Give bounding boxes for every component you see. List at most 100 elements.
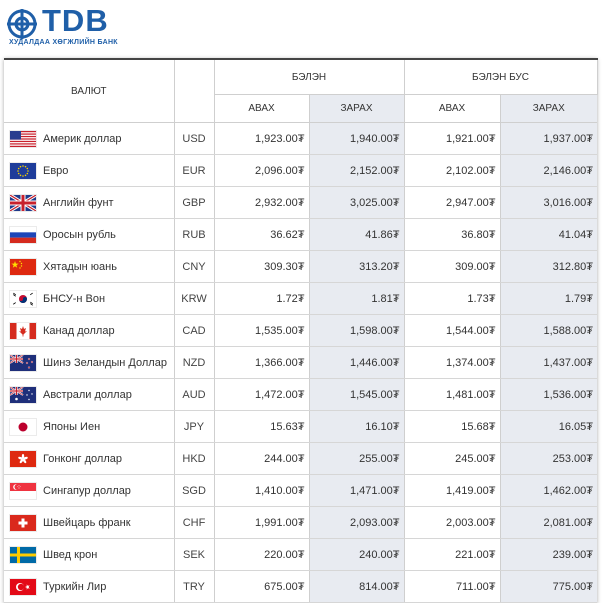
currency-name-cell: Австрали доллар <box>4 378 175 411</box>
cash-buy-rate: 309.30₮ <box>214 250 310 283</box>
currency-name-cell: Евро <box>4 154 175 187</box>
turkey-flag-icon <box>10 578 36 595</box>
australia-flag-icon <box>10 386 36 403</box>
currency-name: Японы Иен <box>43 420 101 433</box>
noncash-buy-rate: 36.80₮ <box>404 218 501 251</box>
sweden-flag-icon <box>10 546 36 563</box>
rate-row-hkd: Гонконг доллар HKD 244.00₮ 255.00₮ 245.00₮ 25… <box>4 442 597 475</box>
cash-buy-rate: 1.72₮ <box>214 282 310 315</box>
currency-name-cell: Английн фунт <box>4 186 175 219</box>
currency-code: TRY <box>174 570 215 603</box>
rate-row-sgd: Сингапур доллар SGD 1,410.00₮ 1,471.00₮ 1,41… <box>4 474 597 507</box>
noncash-sell-rate: 1,437.00₮ <box>500 346 597 379</box>
cash-sell-rate: 255.00₮ <box>309 442 405 475</box>
currency-name: Шинэ Зеландын Доллар <box>43 356 167 369</box>
currency-name: Швед крон <box>43 548 98 561</box>
noncash-buy-rate: 1,481.00₮ <box>404 378 501 411</box>
currency-name: Гонконг доллар <box>43 452 122 465</box>
noncash-sell-rate: 1,588.00₮ <box>500 314 597 347</box>
currency-code: GBP <box>174 186 215 219</box>
noncash-buy-rate: 221.00₮ <box>404 538 501 571</box>
currency-name: Оросын рубль <box>43 228 116 241</box>
cash-buy-rate: 675.00₮ <box>214 570 310 603</box>
currency-code: CHF <box>174 506 215 539</box>
cash-sell-rate: 814.00₮ <box>309 570 405 603</box>
currency-code: SEK <box>174 538 215 571</box>
noncash-sell-rate: 239.00₮ <box>500 538 597 571</box>
currency-code: USD <box>174 122 215 155</box>
currency-name-cell: Хятадын юань <box>4 250 175 283</box>
noncash-group-header: БЭЛЭН БУС <box>404 58 598 96</box>
usa-flag-icon <box>10 130 36 147</box>
currency-name-cell: Гонконг доллар <box>4 442 175 475</box>
hongkong-flag-icon <box>10 450 36 467</box>
cash-sell-rate: 16.10₮ <box>309 410 405 443</box>
cash-buy-rate: 15.63₮ <box>214 410 310 443</box>
currency-code: EUR <box>174 154 215 187</box>
currency-code: RUB <box>174 218 215 251</box>
noncash-sell-rate: 253.00₮ <box>500 442 597 475</box>
noncash-buy-rate: 2,947.00₮ <box>404 186 501 219</box>
cash-buy-header: АВАХ <box>214 94 310 123</box>
switzerland-flag-icon <box>10 514 36 531</box>
cash-sell-rate: 1,940.00₮ <box>309 122 405 155</box>
cash-buy-rate: 1,991.00₮ <box>214 506 310 539</box>
bank-logo[interactable]: TDB ХУДАЛДАА ХӨГЖЛИЙН БАНК <box>6 3 146 50</box>
currency-code: AUD <box>174 378 215 411</box>
currency-column-header: ВАЛЮТ <box>4 58 175 123</box>
cash-buy-rate: 244.00₮ <box>214 442 310 475</box>
cash-sell-rate: 1,471.00₮ <box>309 474 405 507</box>
cash-buy-rate: 1,923.00₮ <box>214 122 310 155</box>
currency-name: Америк доллар <box>43 132 122 145</box>
canada-flag-icon <box>10 322 36 339</box>
currency-name-cell: Америк доллар <box>4 122 175 155</box>
noncash-sell-rate: 16.05₮ <box>500 410 597 443</box>
noncash-buy-rate: 1,544.00₮ <box>404 314 501 347</box>
currency-name-cell: Шинэ Зеландын Доллар <box>4 346 175 379</box>
currency-code: SGD <box>174 474 215 507</box>
currency-name-cell: Туркийн Лир <box>4 570 175 603</box>
currency-name: Английн фунт <box>43 196 114 209</box>
noncash-buy-header: АВАХ <box>404 94 501 123</box>
noncash-buy-rate: 1,921.00₮ <box>404 122 501 155</box>
cash-sell-rate: 1,545.00₮ <box>309 378 405 411</box>
noncash-sell-rate: 312.80₮ <box>500 250 597 283</box>
noncash-buy-rate: 2,102.00₮ <box>404 154 501 187</box>
rate-row-rub: Оросын рубль RUB 36.62₮ 41.86₮ 36.80₮ 41.04₮ <box>4 218 597 251</box>
currency-code: KRW <box>174 282 215 315</box>
rate-row-eur: Евро EUR 2,096.00₮ 2,152.00₮ 2,102.00₮ 2,146.… <box>4 154 597 187</box>
rate-row-sek: Швед крон SEK 220.00₮ 240.00₮ 221.00₮ 239.00₮ <box>4 538 597 571</box>
tdb-logo-icon <box>7 9 37 39</box>
cash-sell-rate: 240.00₮ <box>309 538 405 571</box>
russia-flag-icon <box>10 226 36 243</box>
japan-flag-icon <box>10 418 36 435</box>
cash-buy-rate: 220.00₮ <box>214 538 310 571</box>
noncash-buy-rate: 1,419.00₮ <box>404 474 501 507</box>
cash-sell-rate: 1.81₮ <box>309 282 405 315</box>
currency-name: Швейцарь франк <box>43 516 131 529</box>
noncash-sell-rate: 1,937.00₮ <box>500 122 597 155</box>
noncash-buy-rate: 1.73₮ <box>404 282 501 315</box>
noncash-sell-rate: 3,016.00₮ <box>500 186 597 219</box>
korea-flag-icon <box>10 290 36 307</box>
cash-sell-rate: 313.20₮ <box>309 250 405 283</box>
rate-row-gbp: Английн фунт GBP 2,932.00₮ 3,025.00₮ 2,947.0… <box>4 186 597 219</box>
noncash-buy-rate: 15.68₮ <box>404 410 501 443</box>
currency-name: Канад доллар <box>43 324 115 337</box>
singapore-flag-icon <box>10 482 36 499</box>
rate-row-cny: Хятадын юань CNY 309.30₮ 313.20₮ 309.00₮ 312.… <box>4 250 597 283</box>
eu-flag-icon <box>10 162 36 179</box>
rate-row-try: Туркийн Лир TRY 675.00₮ 814.00₮ 711.00₮ 775.0… <box>4 570 597 603</box>
cash-sell-rate: 2,093.00₮ <box>309 506 405 539</box>
currency-name: БНСУ-н Вон <box>43 292 106 305</box>
noncash-sell-rate: 2,146.00₮ <box>500 154 597 187</box>
noncash-sell-rate: 1,536.00₮ <box>500 378 597 411</box>
currency-name-cell: БНСУ-н Вон <box>4 282 175 315</box>
currency-code: CNY <box>174 250 215 283</box>
cash-buy-rate: 1,366.00₮ <box>214 346 310 379</box>
currency-name-cell: Сингапур доллар <box>4 474 175 507</box>
rate-row-nzd: Шинэ Зеландын Доллар NZD 1,366.00₮ 1,446.00… <box>4 346 597 379</box>
currency-name: Туркийн Лир <box>43 580 107 593</box>
uk-flag-icon <box>10 194 36 211</box>
currency-name-cell: Швед крон <box>4 538 175 571</box>
